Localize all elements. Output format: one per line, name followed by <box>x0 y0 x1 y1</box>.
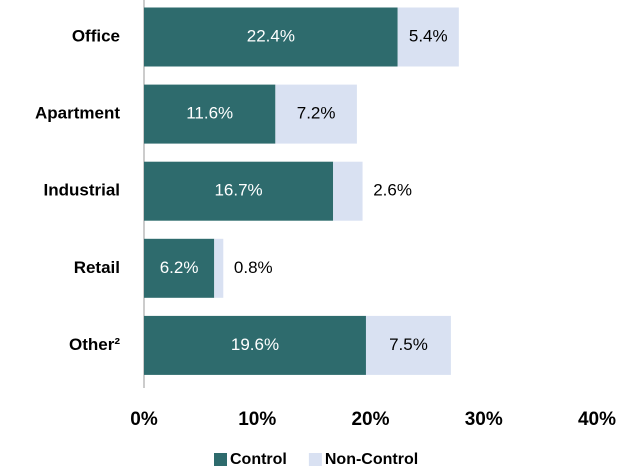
value-label: 5.4% <box>409 26 448 45</box>
legend-label: Non-Control <box>325 451 418 468</box>
value-label: 2.6% <box>373 181 412 200</box>
bar-segment <box>397 7 459 67</box>
bar-segment <box>365 315 451 375</box>
value-label: 22.4% <box>247 26 295 45</box>
category-label: Industrial <box>43 181 120 200</box>
x-tick-label: 20% <box>351 409 389 430</box>
bar-segment <box>144 238 215 298</box>
category-label: Other² <box>69 335 120 354</box>
category-label: Apartment <box>35 104 120 123</box>
legend-label: Control <box>230 451 287 468</box>
bar-segment <box>214 238 224 298</box>
bar-segment <box>333 161 363 221</box>
value-label: 6.2% <box>160 258 199 277</box>
bar-segment <box>144 161 334 221</box>
legend-swatch <box>308 453 322 466</box>
value-label: 11.6% <box>186 104 233 123</box>
x-tick-label: 10% <box>238 409 276 430</box>
bar-segment <box>144 84 276 144</box>
x-tick-label: 0% <box>130 409 158 430</box>
bar-segment <box>144 315 366 375</box>
value-label: 16.7% <box>214 181 262 200</box>
x-tick-label: 30% <box>465 409 503 430</box>
category-label: Retail <box>74 258 120 277</box>
bar-segment <box>144 7 398 67</box>
value-label: 7.2% <box>297 104 336 123</box>
value-label: 7.5% <box>389 335 428 354</box>
value-label: 0.8% <box>234 258 273 277</box>
x-tick-label: 40% <box>578 409 616 430</box>
legend-swatch <box>214 453 227 466</box>
category-label: Office <box>72 26 120 45</box>
bar-segment <box>275 84 357 144</box>
value-label: 19.6% <box>231 335 279 354</box>
